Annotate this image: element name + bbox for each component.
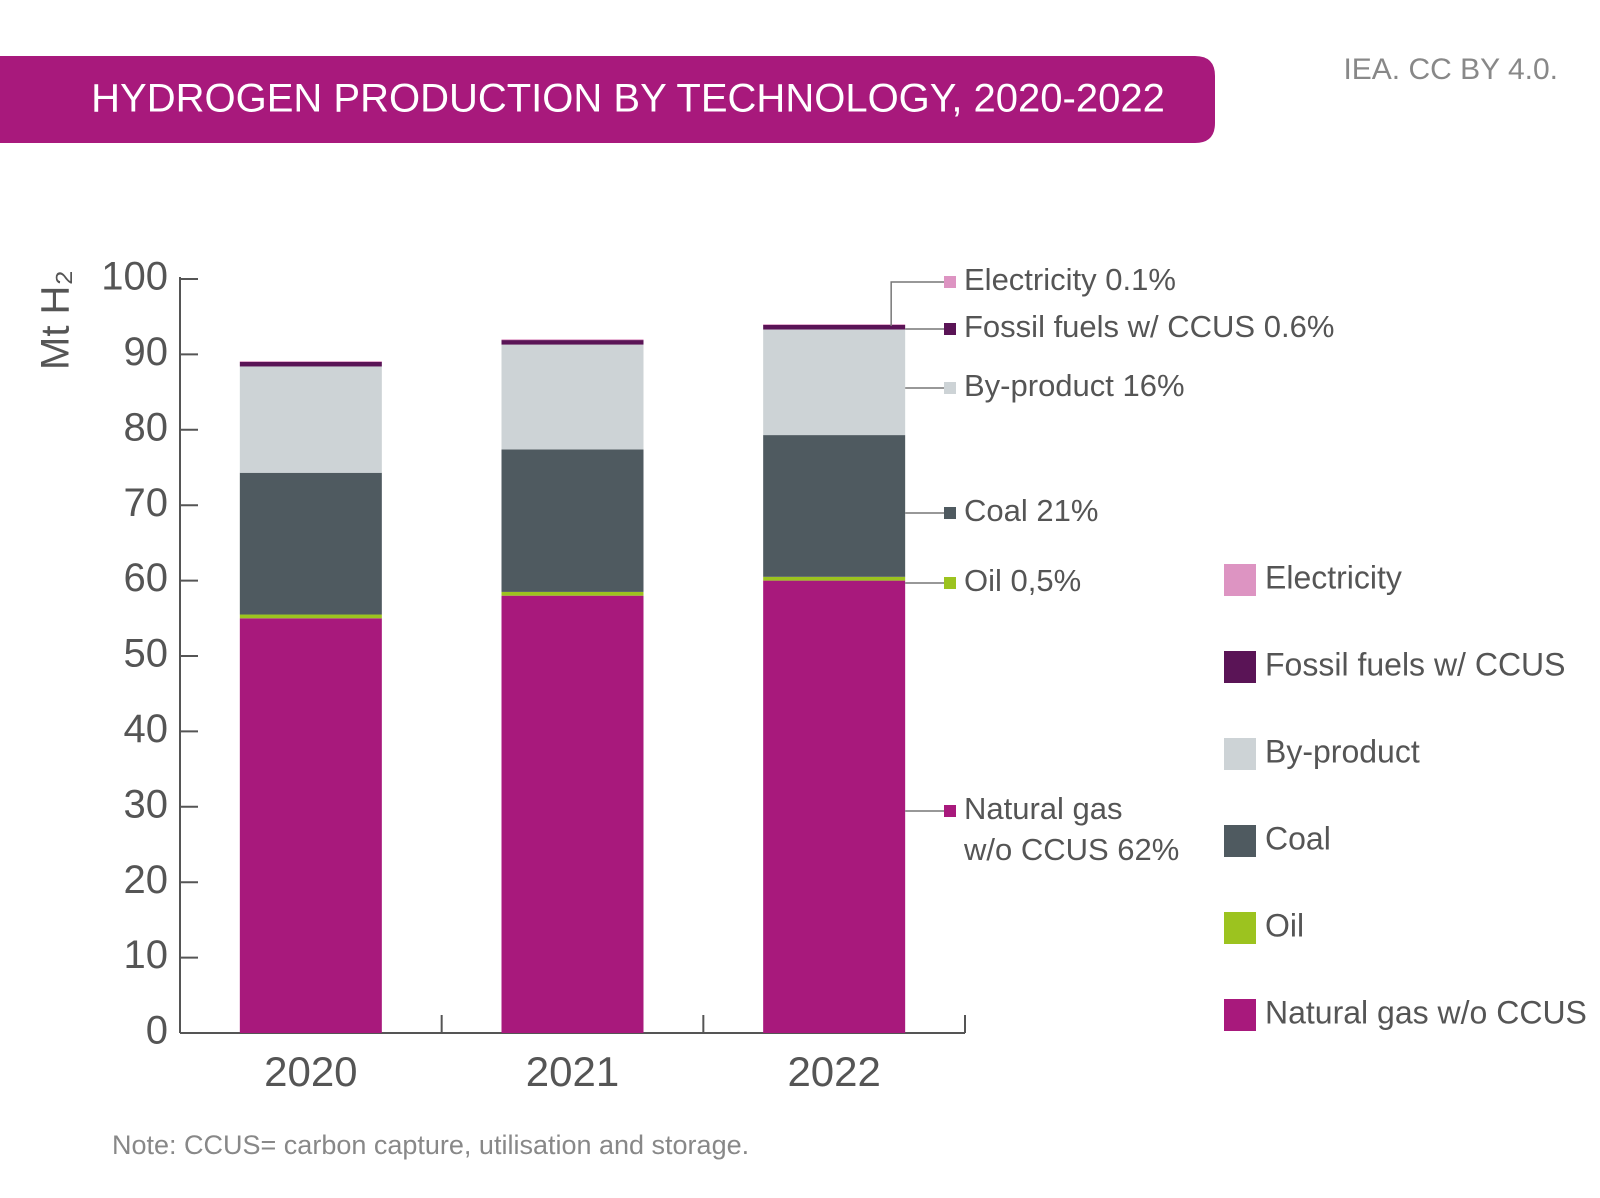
note: Note: CCUS= carbon capture, utilisation …: [112, 1130, 749, 1160]
legend-label: By-product: [1265, 733, 1420, 769]
bar-segment: [501, 340, 644, 345]
annotation-marker: [944, 577, 956, 589]
legend-label: Fossil fuels w/ CCUS: [1265, 646, 1566, 682]
title-banner: [0, 56, 1215, 143]
y-tick-label: 20: [124, 858, 169, 902]
y-tick-label: 50: [124, 632, 169, 676]
legend-swatch: [1224, 825, 1256, 857]
x-tick-label: 2022: [787, 1048, 880, 1095]
annotation: Natural gas: [964, 791, 1123, 826]
y-tick-label: 90: [124, 330, 169, 374]
legend-label: Oil: [1265, 907, 1304, 943]
bar-segment: [239, 366, 382, 473]
annotation: Electricity 0.1%: [964, 262, 1176, 297]
legend-swatch: [1224, 651, 1256, 683]
leader-line: [890, 281, 950, 326]
chart-title: HYDROGEN PRODUCTION BY TECHNOLOGY, 2020-…: [91, 77, 1165, 121]
bar-segment: [501, 339, 644, 341]
bar-segment: [501, 591, 644, 596]
legend-label: Coal: [1265, 820, 1331, 856]
y-tick-label: 60: [124, 556, 169, 600]
annotation-marker: [944, 805, 956, 817]
legend-swatch: [1224, 564, 1256, 596]
x-tick-label: 2020: [264, 1048, 357, 1095]
bar-segment: [239, 361, 382, 367]
legend-label: Natural gas w/o CCUS: [1265, 994, 1587, 1030]
bar-segment: [239, 614, 382, 619]
y-tick-label: 70: [124, 481, 169, 525]
annotation-marker: [944, 507, 956, 519]
y-tick-label: 40: [124, 707, 169, 751]
bar-segment: [501, 595, 644, 1033]
annotation-marker: [944, 382, 956, 394]
annotation: Fossil fuels w/ CCUS 0.6%: [964, 309, 1334, 344]
y-tick-label: 100: [101, 255, 168, 299]
annotation: By-product 16%: [964, 368, 1185, 403]
annotation: Coal 21%: [964, 493, 1098, 528]
source: IEA. CC BY 4.0.: [1343, 53, 1558, 86]
x-tick-label: 2021: [526, 1048, 619, 1095]
annotation: Oil 0,5%: [964, 563, 1081, 598]
bar-segment: [763, 580, 906, 1033]
bar-segment: [763, 324, 906, 330]
bar-segment: [501, 449, 644, 592]
legend-swatch: [1224, 999, 1256, 1031]
annotation-marker: [944, 276, 956, 288]
bar-segment: [501, 344, 644, 450]
y-tick-label: 30: [124, 782, 169, 826]
bar-segment: [239, 361, 382, 362]
y-axis-title: Mt H₂: [34, 270, 78, 370]
y-tick-label: 80: [124, 405, 169, 449]
bar-segment: [239, 618, 382, 1033]
bar-segment: [763, 329, 906, 436]
legend-label: Electricity: [1265, 559, 1402, 595]
bar-segment: [763, 576, 906, 581]
y-tick-label: 0: [146, 1009, 168, 1053]
bar-segment: [763, 435, 906, 577]
annotation: w/o CCUS 62%: [963, 832, 1179, 867]
bar-segment: [239, 472, 382, 615]
legend-swatch: [1224, 738, 1256, 770]
y-tick-label: 10: [124, 933, 169, 977]
bar-segment: [763, 324, 906, 325]
legend-swatch: [1224, 912, 1256, 944]
annotation-marker: [944, 323, 956, 335]
